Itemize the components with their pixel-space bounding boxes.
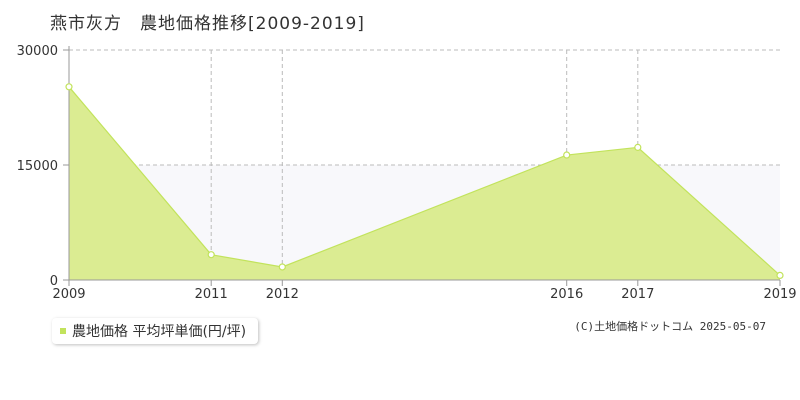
data-point <box>776 271 784 279</box>
x-tick-label: 2009 <box>52 287 85 302</box>
copyright-text: (C)土地価格ドットコム 2025-05-07 <box>574 320 766 333</box>
chart-legend: 農地価格 平均坪単価(円/坪) <box>52 318 259 344</box>
series-area <box>69 86 780 280</box>
chart-title: 燕市灰方 農地価格推移[2009-2019] <box>50 14 365 34</box>
y-tick-label: 0 <box>50 274 58 289</box>
y-tick-labels: 0 15000 30000 <box>17 44 58 289</box>
data-point <box>563 151 571 159</box>
data-point <box>634 143 642 151</box>
x-tick-label: 2019 <box>763 287 796 302</box>
y-tick-label: 15000 <box>17 159 58 174</box>
x-tick-label: 2011 <box>195 287 228 302</box>
x-tick-label: 2012 <box>266 287 299 302</box>
x-tick-labels: 2009 2011 2012 2016 2017 2019 <box>52 287 796 302</box>
data-point <box>65 83 73 91</box>
series-line <box>68 86 781 276</box>
x-tick-label: 2016 <box>550 287 583 302</box>
chart-area <box>68 86 781 280</box>
chart-points <box>65 83 784 279</box>
y-tick-label: 30000 <box>17 44 58 59</box>
data-point <box>278 263 286 271</box>
legend-label: 農地価格 平均坪単価(円/坪) <box>72 324 247 340</box>
x-tick-label: 2017 <box>621 287 654 302</box>
legend-swatch <box>60 328 66 334</box>
data-point <box>207 251 215 259</box>
